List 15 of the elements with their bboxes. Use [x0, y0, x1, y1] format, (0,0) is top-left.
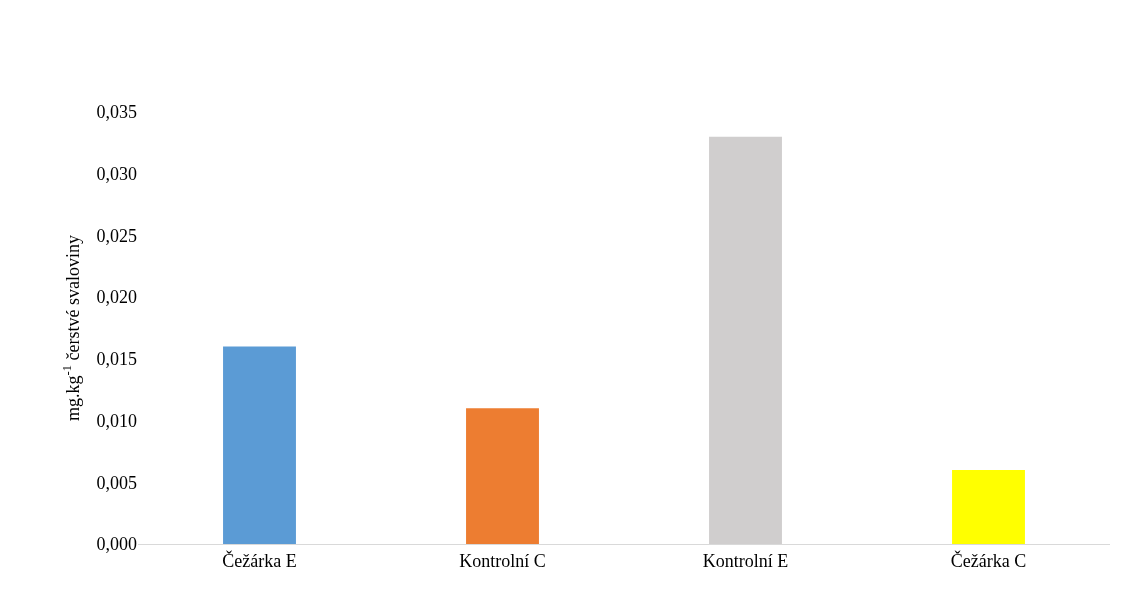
y-tick-label: 0,005: [96, 472, 137, 493]
bar: [466, 408, 539, 544]
bar: [952, 469, 1025, 544]
y-tick-label: 0,000: [96, 534, 137, 555]
bar: [223, 346, 296, 544]
x-tick-label: Čežárka E: [222, 549, 297, 571]
y-tick-label: 0,030: [96, 164, 137, 185]
x-tick-label: Kontrolní C: [459, 550, 546, 571]
x-tick-label: Kontrolní E: [702, 550, 789, 571]
y-tick-label: 0,015: [96, 349, 137, 370]
y-tick-label: 0,035: [96, 102, 137, 123]
y-tick-label: 0,020: [96, 287, 137, 308]
x-tick-label: Čežárka C: [950, 549, 1027, 571]
y-tick-label: 0,025: [96, 225, 137, 246]
y-tick-label: 0,010: [96, 410, 137, 431]
